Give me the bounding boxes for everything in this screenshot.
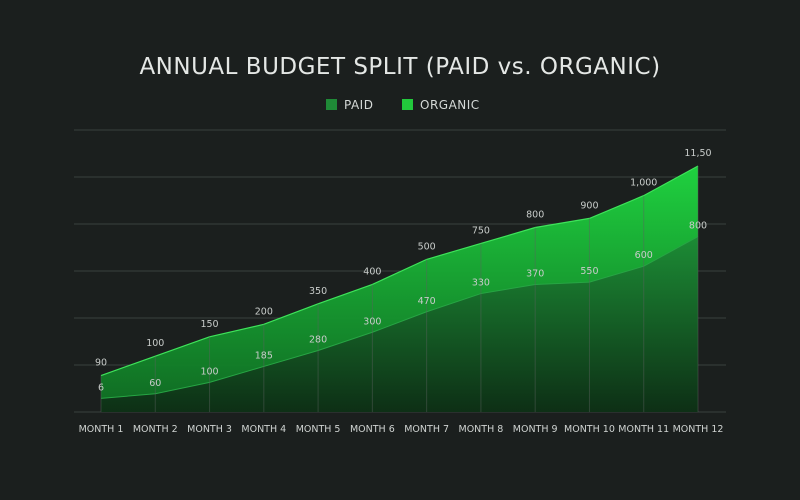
data-label-organic: 400 xyxy=(363,266,381,277)
data-label-paid: 470 xyxy=(418,296,436,307)
data-label-paid: 800 xyxy=(689,221,707,232)
data-label-organic: 800 xyxy=(526,210,544,221)
data-label-paid: 185 xyxy=(255,350,273,361)
x-tick-label: MONTH 3 xyxy=(187,424,232,435)
series-area-paid xyxy=(101,236,698,412)
data-label-paid: 280 xyxy=(309,335,327,346)
x-tick-label: MONTH 7 xyxy=(404,424,449,435)
data-label-organic: 500 xyxy=(418,241,436,252)
legend: PAID ORGANIC xyxy=(326,98,480,112)
data-label-organic: 1,000 xyxy=(630,178,657,189)
x-tick-label: MONTH 5 xyxy=(296,424,341,435)
x-tick-label: MONTH 12 xyxy=(673,424,724,435)
x-tick-label: MONTH 11 xyxy=(618,424,669,435)
data-label-paid: 370 xyxy=(526,268,544,279)
data-label-paid: 6 xyxy=(98,382,104,393)
data-label-paid: 550 xyxy=(580,266,598,277)
data-label-organic: 750 xyxy=(472,225,490,236)
x-tick-label: MONTH 1 xyxy=(79,424,124,435)
data-label-organic: 11,50 xyxy=(684,148,711,159)
legend-label-organic: ORGANIC xyxy=(420,98,480,112)
x-tick-label: MONTH 8 xyxy=(459,424,504,435)
series-line-organic xyxy=(100,165,699,377)
x-tick-label: MONTH 4 xyxy=(241,424,286,435)
data-label-organic: 100 xyxy=(146,338,164,349)
data-label-paid: 330 xyxy=(472,278,490,289)
data-label-paid: 300 xyxy=(363,316,381,327)
data-label-organic: 150 xyxy=(200,319,218,330)
chart-title: ANNUAL BUDGET SPLIT (PAID vs. ORGANIC) xyxy=(139,54,660,80)
data-label-organic: 90 xyxy=(95,358,107,369)
data-label-organic: 900 xyxy=(580,200,598,211)
legend-swatch-paid xyxy=(326,99,337,110)
series-line-paid xyxy=(100,236,699,399)
data-label-paid: 600 xyxy=(635,250,653,261)
x-axis-ticks: MONTH 1 MONTH 2 MONTH 3 MONTH 4 MONTH 5 MONTH… xyxy=(79,424,724,435)
data-label-organic: 350 xyxy=(309,286,327,297)
data-label-paid: 100 xyxy=(200,366,218,377)
x-tick-label: MONTH 6 xyxy=(350,424,395,435)
x-tick-label: MONTH 10 xyxy=(564,424,615,435)
x-tick-label: MONTH 2 xyxy=(133,424,178,435)
x-tick-label: MONTH 9 xyxy=(513,424,558,435)
data-label-paid: 60 xyxy=(149,378,161,389)
data-label-organic: 200 xyxy=(255,306,273,317)
series-areas xyxy=(100,165,699,412)
legend-swatch-organic xyxy=(402,99,413,110)
legend-label-paid: PAID xyxy=(344,98,373,112)
data-labels: 90 100 150 200 350 400 500 750 800 900 1,000 11,50 6… xyxy=(95,148,712,393)
